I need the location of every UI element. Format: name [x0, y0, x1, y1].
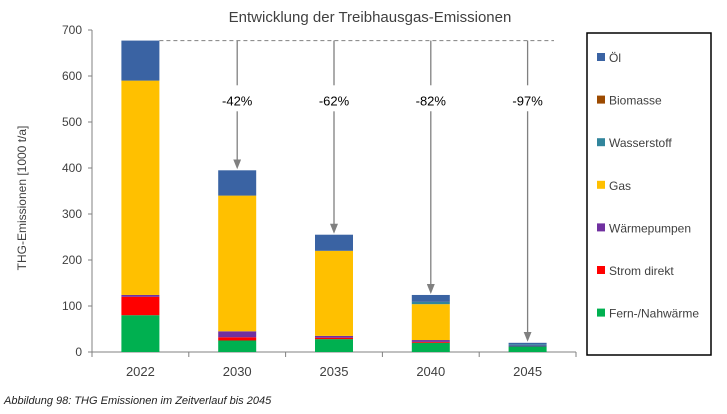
x-tick-label: 2035 [320, 364, 349, 379]
y-tick-label: 300 [62, 207, 82, 221]
legend-label: Gas [609, 179, 631, 193]
x-tick-label: 2040 [416, 364, 445, 379]
bar-segment [508, 346, 547, 352]
bar-segment [508, 345, 547, 347]
bar-segment [218, 340, 257, 352]
y-tick-label: 400 [62, 161, 82, 175]
bar-segment [218, 170, 257, 196]
bar-segment [508, 344, 547, 346]
bar-segment [411, 294, 450, 302]
reduction-label: -82% [416, 93, 447, 108]
bar-segment [218, 195, 257, 332]
chart-title: Entwicklung der Treibhausgas-Emissionen [229, 9, 512, 26]
x-tick-label: 2022 [126, 364, 155, 379]
y-tick-label: 200 [62, 253, 82, 267]
legend-label: Wärmepumpen [609, 221, 691, 235]
bar-segment [315, 250, 353, 336]
bar-segment [121, 315, 160, 352]
bar-segment [315, 234, 353, 251]
y-tick-label: 700 [62, 23, 82, 37]
legend-swatch [597, 266, 605, 274]
legend-swatch [597, 308, 605, 317]
legend-label: Strom direkt [609, 264, 674, 278]
x-tick-label: 2045 [513, 364, 542, 379]
y-tick-label: 600 [62, 69, 82, 83]
bar-segment [411, 304, 450, 341]
legend-swatch [597, 180, 605, 189]
y-tick-label: 500 [62, 115, 82, 129]
emissions-chart: Entwicklung der Treibhausgas-Emissionen … [15, 9, 712, 379]
legend-swatch [597, 138, 605, 147]
bar-segment [315, 339, 353, 352]
figure-caption: Abbildung 98: THG Emissionen im Zeitverl… [4, 395, 272, 407]
reduction-label: -97% [512, 93, 543, 108]
bar-segment [121, 296, 160, 316]
bar-segment [411, 341, 450, 343]
legend-swatch [597, 53, 605, 61]
reduction-label: -42% [222, 93, 253, 108]
bar-segment [315, 335, 353, 338]
bar-segment [218, 337, 257, 341]
legend: Öl Biomasse Wasserstoff Gas Wärmepumpen Strom… [586, 32, 712, 356]
bar-segment [121, 80, 160, 295]
legend-label: Biomasse [609, 94, 662, 108]
x-tick-label: 2030 [223, 364, 252, 379]
y-tick-label: 0 [75, 345, 82, 359]
reduction-label: -62% [319, 93, 350, 108]
legend-box [586, 32, 712, 356]
bar-segment [121, 294, 160, 297]
bar-segment [508, 342, 547, 345]
legend-label: Fern-/Nahwärme [609, 307, 699, 321]
y-axis-label: THG-Emissionen [1000 t/a] [15, 126, 29, 271]
plot-area: 0 100 200 300 400 500 600 700 2022 2030 2035 2040 20… [62, 23, 577, 379]
y-tick-label: 100 [62, 299, 82, 313]
bar-segment [121, 40, 160, 81]
legend-label: Öl [609, 51, 621, 65]
legend-swatch [597, 95, 605, 104]
legend-label: Wasserstoff [609, 136, 672, 150]
bar-segment [315, 337, 353, 340]
legend-swatch [597, 223, 605, 232]
bar-segment [218, 331, 257, 338]
bar-segment [411, 342, 450, 352]
bar-segment [411, 301, 450, 305]
bar-segment [411, 340, 450, 342]
